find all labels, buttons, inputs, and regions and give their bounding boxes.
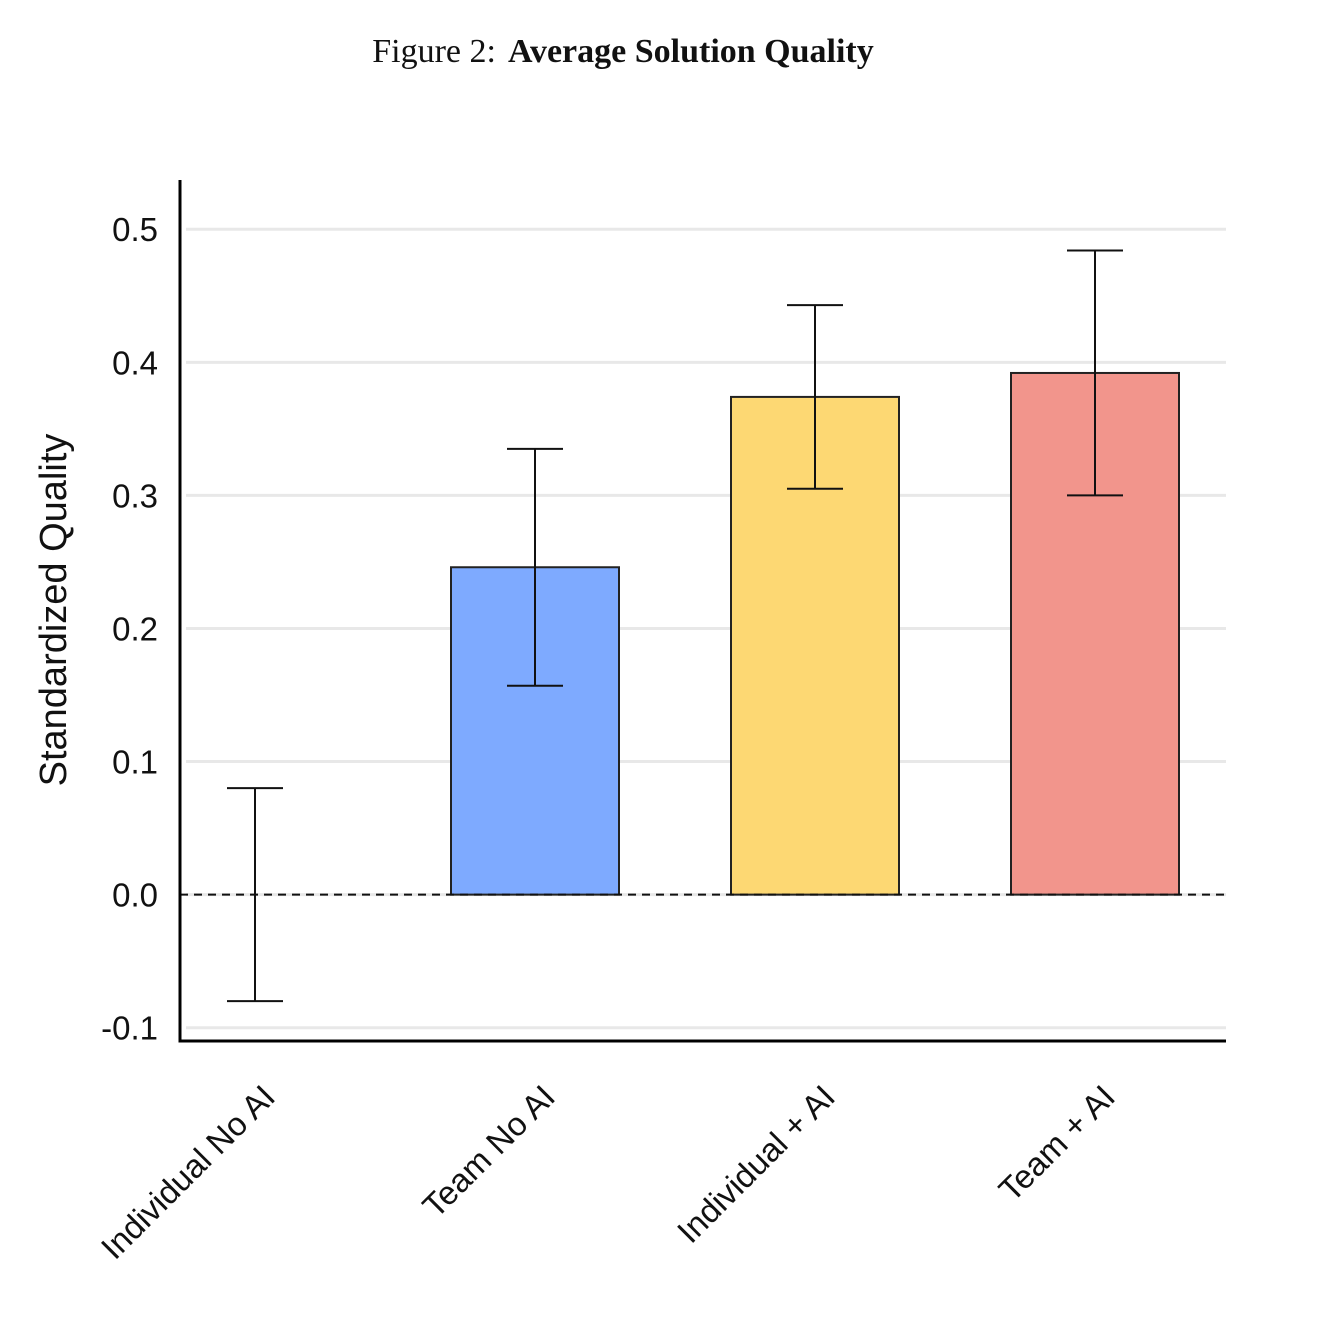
chart-title: Figure 2: Average Solution Quality — [372, 33, 874, 70]
x-tick-label: Individual + AI — [670, 1078, 842, 1250]
y-tick-label: 0.3 — [112, 477, 158, 514]
y-tick-label: 0.0 — [112, 877, 158, 914]
figure-label: Figure 2: — [372, 33, 496, 70]
y-tick-label: 0.2 — [112, 610, 158, 647]
error-bar — [227, 787, 283, 1003]
y-tick-label: 0.5 — [112, 211, 158, 248]
title-text: Average Solution Quality — [508, 33, 874, 70]
error-bar — [507, 447, 563, 687]
y-axis-label: Standardized Quality — [33, 434, 75, 787]
y-tick-label: 0.4 — [112, 344, 158, 381]
x-tick-label: Team No AI — [415, 1078, 562, 1225]
y-tick-label: -0.1 — [101, 1010, 158, 1047]
x-tick-label: Team + AI — [991, 1078, 1122, 1209]
error-bar — [787, 304, 843, 490]
y-tick-label: 0.1 — [112, 744, 158, 781]
x-tick-label: Individual No AI — [94, 1078, 282, 1266]
error-bar — [1067, 249, 1123, 497]
